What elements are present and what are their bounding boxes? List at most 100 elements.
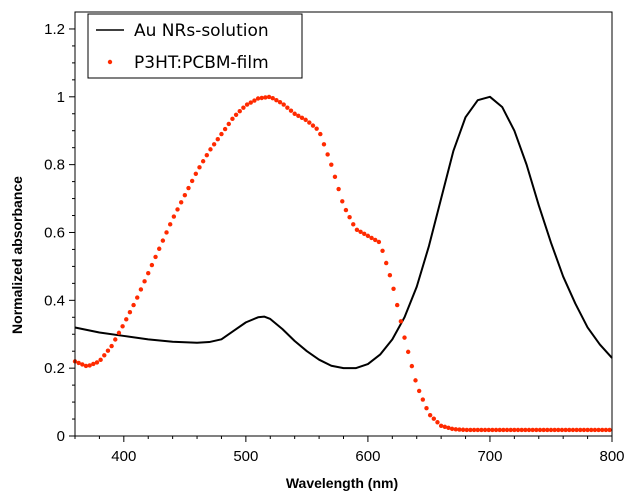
- legend: Au NRs-solution P3HT:PCBM-film: [87, 13, 303, 79]
- data-point: [471, 427, 477, 433]
- data-point: [168, 222, 173, 227]
- data-point: [292, 111, 297, 116]
- series-p3ht-dots: [72, 94, 612, 433]
- data-point: [468, 427, 473, 433]
- data-point: [376, 239, 382, 245]
- data-point: [493, 427, 499, 433]
- data-point: [325, 152, 330, 157]
- y-tick-label: 0: [57, 428, 65, 445]
- data-point: [266, 94, 272, 100]
- data-point: [314, 126, 319, 131]
- x-tick-label: 700: [477, 448, 502, 465]
- data-point: [526, 427, 532, 433]
- data-point: [124, 317, 129, 322]
- data-point: [83, 363, 89, 369]
- data-point: [442, 424, 447, 430]
- data-point: [153, 254, 158, 260]
- data-point: [281, 102, 286, 107]
- data-point: [241, 105, 246, 110]
- data-point: [380, 248, 385, 253]
- data-point: [570, 427, 576, 433]
- data-point: [435, 420, 440, 425]
- data-point: [552, 427, 557, 433]
- data-point: [318, 131, 323, 137]
- data-point: [157, 246, 162, 251]
- data-point: [200, 159, 206, 164]
- data-point: [556, 427, 561, 433]
- data-point: [310, 123, 316, 128]
- y-tick-label: 0.6: [44, 224, 65, 241]
- x-tick-label: 600: [355, 448, 380, 465]
- data-point: [365, 233, 371, 239]
- data-point: [354, 227, 360, 232]
- data-point: [446, 425, 451, 431]
- legend-swatch-p3ht: [107, 59, 113, 65]
- data-point: [277, 100, 283, 105]
- data-point: [486, 427, 491, 433]
- data-point: [127, 309, 133, 315]
- data-point: [512, 427, 517, 433]
- legend-box: [87, 13, 303, 79]
- data-point: [175, 207, 180, 212]
- data-point: [252, 98, 257, 103]
- data-point: [405, 349, 411, 355]
- x-tick-label: 800: [599, 448, 624, 465]
- data-point: [424, 405, 429, 411]
- data-point: [94, 360, 100, 365]
- axes-layer: 400 500 600 700 800 0 0.2 0.4 0.6 0.8 1 1.2: [44, 11, 625, 465]
- data-point: [296, 113, 301, 119]
- data-point: [578, 427, 583, 433]
- data-point: [120, 324, 125, 329]
- data-point: [237, 109, 242, 114]
- data-point: [567, 427, 572, 433]
- data-point: [501, 427, 506, 433]
- data-point: [233, 112, 239, 117]
- data-point: [215, 137, 220, 142]
- data-point: [219, 131, 224, 137]
- data-point: [164, 230, 169, 235]
- data-point: [479, 427, 484, 433]
- data-point: [581, 427, 587, 433]
- data-point: [592, 427, 598, 433]
- data-point: [204, 152, 210, 158]
- data-point: [541, 427, 546, 433]
- data-point: [464, 427, 469, 433]
- data-point: [307, 120, 312, 125]
- data-point: [515, 427, 521, 433]
- data-point: [105, 348, 111, 353]
- data-point: [574, 427, 579, 433]
- data-point: [358, 229, 363, 234]
- data-point: [98, 357, 103, 363]
- data-point: [508, 427, 513, 433]
- data-point: [160, 238, 166, 243]
- data-point: [373, 237, 378, 243]
- data-point: [603, 427, 609, 433]
- data-point: [427, 412, 433, 418]
- data-point: [490, 427, 495, 433]
- data-point: [475, 427, 480, 433]
- y-axis-title: Normalized absorbance: [9, 176, 25, 334]
- data-point: [343, 207, 349, 213]
- data-point: [369, 235, 374, 241]
- data-point: [362, 231, 367, 237]
- data-point: [545, 427, 550, 433]
- data-point: [585, 427, 590, 433]
- data-point: [244, 102, 250, 107]
- y-tick-label: 1: [57, 89, 65, 106]
- data-point: [530, 427, 535, 433]
- y-tick-label: 0.2: [44, 360, 65, 377]
- data-point: [288, 108, 294, 113]
- data-point: [113, 337, 118, 342]
- x-tick-label: 400: [111, 448, 136, 465]
- data-point: [211, 142, 217, 147]
- data-point: [146, 270, 151, 276]
- data-point: [182, 192, 188, 198]
- data-point: [270, 95, 275, 101]
- data-point: [259, 95, 264, 101]
- data-point: [504, 427, 510, 433]
- data-point: [285, 105, 290, 110]
- data-point: [453, 427, 458, 432]
- data-point: [226, 121, 231, 127]
- data-point: [332, 174, 338, 180]
